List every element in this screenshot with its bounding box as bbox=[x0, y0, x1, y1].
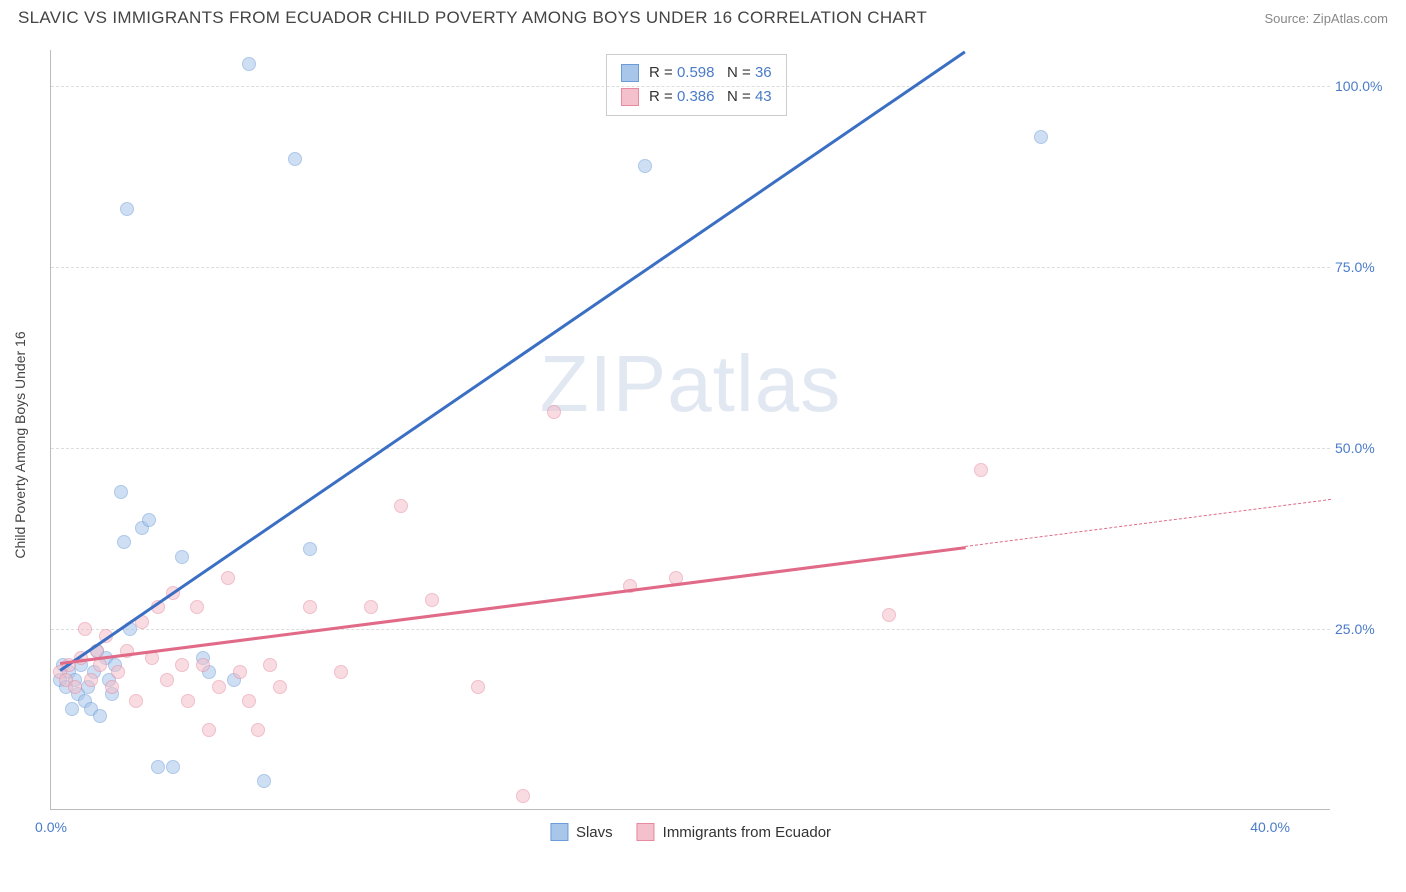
scatter-point bbox=[111, 665, 125, 679]
scatter-point bbox=[334, 665, 348, 679]
scatter-point bbox=[142, 513, 156, 527]
scatter-point bbox=[68, 680, 82, 694]
legend-swatch bbox=[621, 64, 639, 82]
chart-title: SLAVIC VS IMMIGRANTS FROM ECUADOR CHILD … bbox=[18, 8, 927, 28]
scatter-point bbox=[547, 405, 561, 419]
stats-row: R = 0.386 N = 43 bbox=[621, 85, 772, 109]
scatter-point bbox=[175, 550, 189, 564]
gridline bbox=[51, 267, 1330, 268]
scatter-point bbox=[166, 760, 180, 774]
legend-swatch bbox=[550, 823, 568, 841]
x-tick-label: 40.0% bbox=[1250, 819, 1290, 835]
scatter-point bbox=[394, 499, 408, 513]
title-bar: SLAVIC VS IMMIGRANTS FROM ECUADOR CHILD … bbox=[0, 0, 1406, 34]
scatter-point bbox=[117, 535, 131, 549]
stats-text: R = 0.386 N = 43 bbox=[649, 85, 772, 109]
scatter-point bbox=[273, 680, 287, 694]
scatter-point bbox=[303, 600, 317, 614]
legend-swatch bbox=[621, 88, 639, 106]
y-tick-label: 100.0% bbox=[1335, 78, 1390, 94]
scatter-point bbox=[263, 658, 277, 672]
scatter-point bbox=[78, 622, 92, 636]
scatter-point bbox=[516, 789, 530, 803]
scatter-point bbox=[221, 571, 235, 585]
legend-item: Immigrants from Ecuador bbox=[637, 823, 831, 841]
scatter-point bbox=[882, 608, 896, 622]
scatter-point bbox=[93, 709, 107, 723]
y-tick-label: 75.0% bbox=[1335, 259, 1390, 275]
scatter-point bbox=[160, 673, 174, 687]
source-label: Source: ZipAtlas.com bbox=[1264, 11, 1388, 26]
legend-label: Slavs bbox=[576, 824, 613, 841]
scatter-point bbox=[84, 673, 98, 687]
stats-legend: R = 0.598 N = 36R = 0.386 N = 43 bbox=[606, 54, 787, 116]
y-axis-label: Child Poverty Among Boys Under 16 bbox=[12, 331, 28, 558]
scatter-point bbox=[257, 774, 271, 788]
gridline bbox=[51, 86, 1330, 87]
legend-swatch bbox=[637, 823, 655, 841]
scatter-point bbox=[202, 723, 216, 737]
scatter-point bbox=[242, 57, 256, 71]
scatter-point bbox=[288, 152, 302, 166]
scatter-point bbox=[1034, 130, 1048, 144]
scatter-point bbox=[425, 593, 439, 607]
gridline bbox=[51, 629, 1330, 630]
scatter-point bbox=[190, 600, 204, 614]
stats-row: R = 0.598 N = 36 bbox=[621, 61, 772, 85]
trend-line bbox=[965, 499, 1331, 547]
scatter-point bbox=[93, 658, 107, 672]
plot-box: ZIPatlas R = 0.598 N = 36R = 0.386 N = 4… bbox=[50, 50, 1330, 810]
y-tick-label: 25.0% bbox=[1335, 621, 1390, 637]
scatter-point bbox=[175, 658, 189, 672]
scatter-point bbox=[120, 202, 134, 216]
scatter-point bbox=[129, 694, 143, 708]
scatter-point bbox=[114, 485, 128, 499]
gridline bbox=[51, 448, 1330, 449]
scatter-point bbox=[471, 680, 485, 694]
x-tick-label: 0.0% bbox=[35, 819, 67, 835]
trend-line bbox=[59, 50, 966, 671]
scatter-point bbox=[242, 694, 256, 708]
legend-item: Slavs bbox=[550, 823, 613, 841]
legend-label: Immigrants from Ecuador bbox=[663, 824, 831, 841]
scatter-point bbox=[151, 760, 165, 774]
bottom-legend: Slavs Immigrants from Ecuador bbox=[550, 823, 831, 841]
scatter-point bbox=[233, 665, 247, 679]
watermark: ZIPatlas bbox=[540, 338, 841, 430]
scatter-point bbox=[638, 159, 652, 173]
watermark-atlas: atlas bbox=[667, 339, 841, 428]
y-tick-label: 50.0% bbox=[1335, 440, 1390, 456]
scatter-point bbox=[974, 463, 988, 477]
scatter-point bbox=[364, 600, 378, 614]
scatter-point bbox=[196, 658, 210, 672]
scatter-point bbox=[212, 680, 226, 694]
scatter-point bbox=[303, 542, 317, 556]
scatter-point bbox=[105, 680, 119, 694]
scatter-point bbox=[251, 723, 265, 737]
stats-text: R = 0.598 N = 36 bbox=[649, 61, 772, 85]
chart-area: ZIPatlas R = 0.598 N = 36R = 0.386 N = 4… bbox=[50, 50, 1370, 840]
scatter-point bbox=[181, 694, 195, 708]
